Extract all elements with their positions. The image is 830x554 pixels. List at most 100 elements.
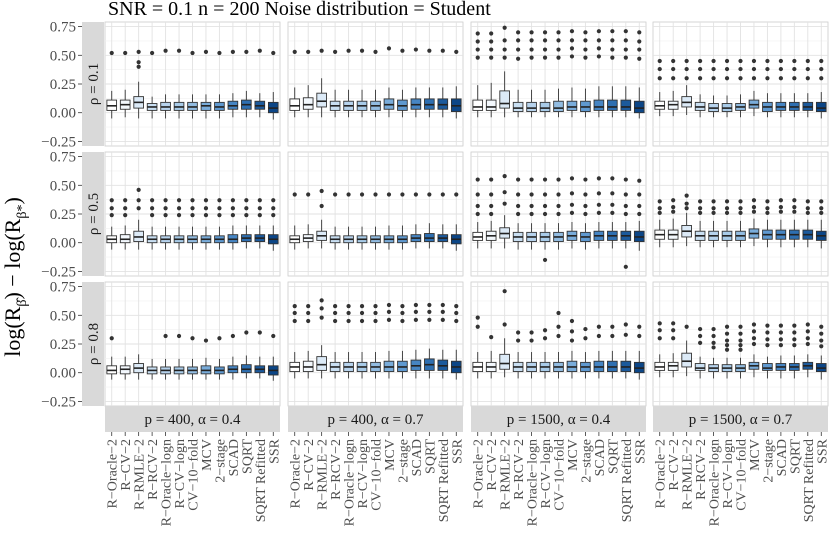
- box: [593, 99, 605, 111]
- boxplot-5: [721, 324, 733, 379]
- outlier-point: [257, 213, 262, 218]
- outlier-point: [778, 76, 783, 81]
- boxplot-8: [397, 304, 408, 379]
- outlier-point: [765, 343, 770, 348]
- outlier-point: [333, 304, 338, 309]
- outlier-point: [738, 66, 743, 72]
- outlier-point: [516, 211, 521, 217]
- x-tick-label: MCV: [566, 439, 581, 471]
- row-strip-label: ρ = 0.1: [86, 63, 102, 105]
- outlier-point: [475, 39, 480, 44]
- boxplot-9: [593, 324, 605, 379]
- outlier-point: [150, 198, 155, 203]
- outlier-point: [556, 203, 561, 209]
- outlier-point: [583, 30, 588, 35]
- outlier-point: [203, 338, 209, 343]
- x-tick-label: SSR: [450, 438, 465, 464]
- outlier-point: [724, 206, 730, 211]
- outlier-point: [751, 322, 757, 327]
- outlier-point: [711, 58, 716, 64]
- boxplot-7: [200, 198, 212, 250]
- outlier-point: [569, 202, 575, 207]
- panel-r2-c0: [104, 281, 281, 407]
- outlier-point: [657, 321, 662, 326]
- outlier-point: [244, 198, 249, 203]
- outlier-point: [698, 326, 703, 332]
- outlier-point: [556, 192, 561, 197]
- outlier-point: [684, 58, 689, 64]
- boxplot-5: [173, 48, 185, 119]
- outlier-point: [319, 48, 324, 53]
- x-tick-label: R−Oracle−logn: [343, 439, 358, 526]
- outlier-point: [778, 58, 783, 64]
- boxplot-8: [580, 30, 591, 118]
- outlier-point: [203, 198, 209, 203]
- y-tick-label: 0.75: [50, 280, 76, 296]
- panel-r2-c1: [287, 281, 464, 407]
- chart-title: SNR = 0.1 n = 200 Noise distribution = S…: [108, 0, 491, 20]
- outlier-point: [583, 211, 588, 217]
- outlier-point: [190, 213, 195, 218]
- boxplot-6: [370, 192, 381, 250]
- outlier-point: [427, 317, 432, 322]
- boxplot-7: [383, 302, 395, 379]
- boxplot-11: [620, 177, 632, 269]
- outlier-point: [109, 336, 114, 341]
- strips-layer: ρ = 0.1 ρ = 0.5 ρ = 0.8 p = 400, α = 0.4 p =…: [82, 22, 828, 432]
- outlier-point: [724, 338, 730, 343]
- outlier-point: [333, 310, 338, 316]
- boxplot-5: [539, 177, 551, 263]
- outlier-point: [176, 213, 182, 218]
- outlier-point: [724, 343, 730, 348]
- outlier-point: [230, 198, 235, 203]
- box: [302, 97, 314, 110]
- outlier-point: [596, 210, 601, 215]
- outlier-point: [556, 333, 561, 339]
- row-strip-bg: [82, 152, 104, 276]
- boxplot-12: [633, 30, 645, 119]
- outlier-point: [346, 192, 351, 197]
- boxplot-9: [410, 302, 422, 379]
- outlier-point: [489, 55, 494, 60]
- outlier-point: [751, 58, 757, 64]
- col-strip-bg: [471, 406, 646, 432]
- outlier-point: [176, 333, 182, 339]
- x-tick-label: SQRT: [606, 439, 621, 474]
- outlier-point: [319, 298, 324, 303]
- boxplot-8: [762, 199, 773, 248]
- outlier-point: [698, 340, 703, 345]
- outlier-point: [529, 30, 534, 35]
- boxplot-10: [789, 198, 800, 248]
- x-tick-label: 2−stage: [396, 439, 411, 483]
- outlier-point: [765, 337, 770, 342]
- boxplot-11: [437, 302, 449, 379]
- outlier-point: [738, 331, 743, 336]
- panel-r1-c0: [104, 151, 281, 277]
- boxplot-7: [748, 322, 760, 378]
- outlier-point: [454, 49, 459, 54]
- box: [553, 100, 564, 113]
- col-strip-label: p = 1500, α = 0.4: [507, 412, 611, 428]
- x-tick-label: SCAD: [593, 439, 608, 476]
- boxplot-10: [607, 29, 618, 118]
- outlier-point: [373, 318, 378, 324]
- outlier-point: [542, 30, 548, 35]
- boxplot-12: [267, 198, 279, 251]
- outlier-point: [724, 66, 730, 72]
- x-tick-label: SQRT Refitted: [802, 439, 817, 522]
- outlier-point: [333, 192, 338, 197]
- boxplot-7: [748, 58, 760, 117]
- outlier-point: [319, 203, 324, 209]
- outlier-point: [109, 50, 114, 56]
- boxplot-0: [106, 50, 118, 119]
- outlier-point: [475, 47, 480, 52]
- x-tick-label: R−Oracle−2: [106, 439, 121, 508]
- outlier-point: [516, 330, 521, 335]
- boxplot-9: [227, 49, 239, 118]
- outlier-point: [778, 337, 783, 342]
- panel-r1-c1: [287, 151, 464, 277]
- outlier-point: [724, 324, 730, 329]
- outlier-point: [657, 336, 662, 341]
- outlier-point: [792, 58, 797, 64]
- outlier-point: [516, 192, 521, 197]
